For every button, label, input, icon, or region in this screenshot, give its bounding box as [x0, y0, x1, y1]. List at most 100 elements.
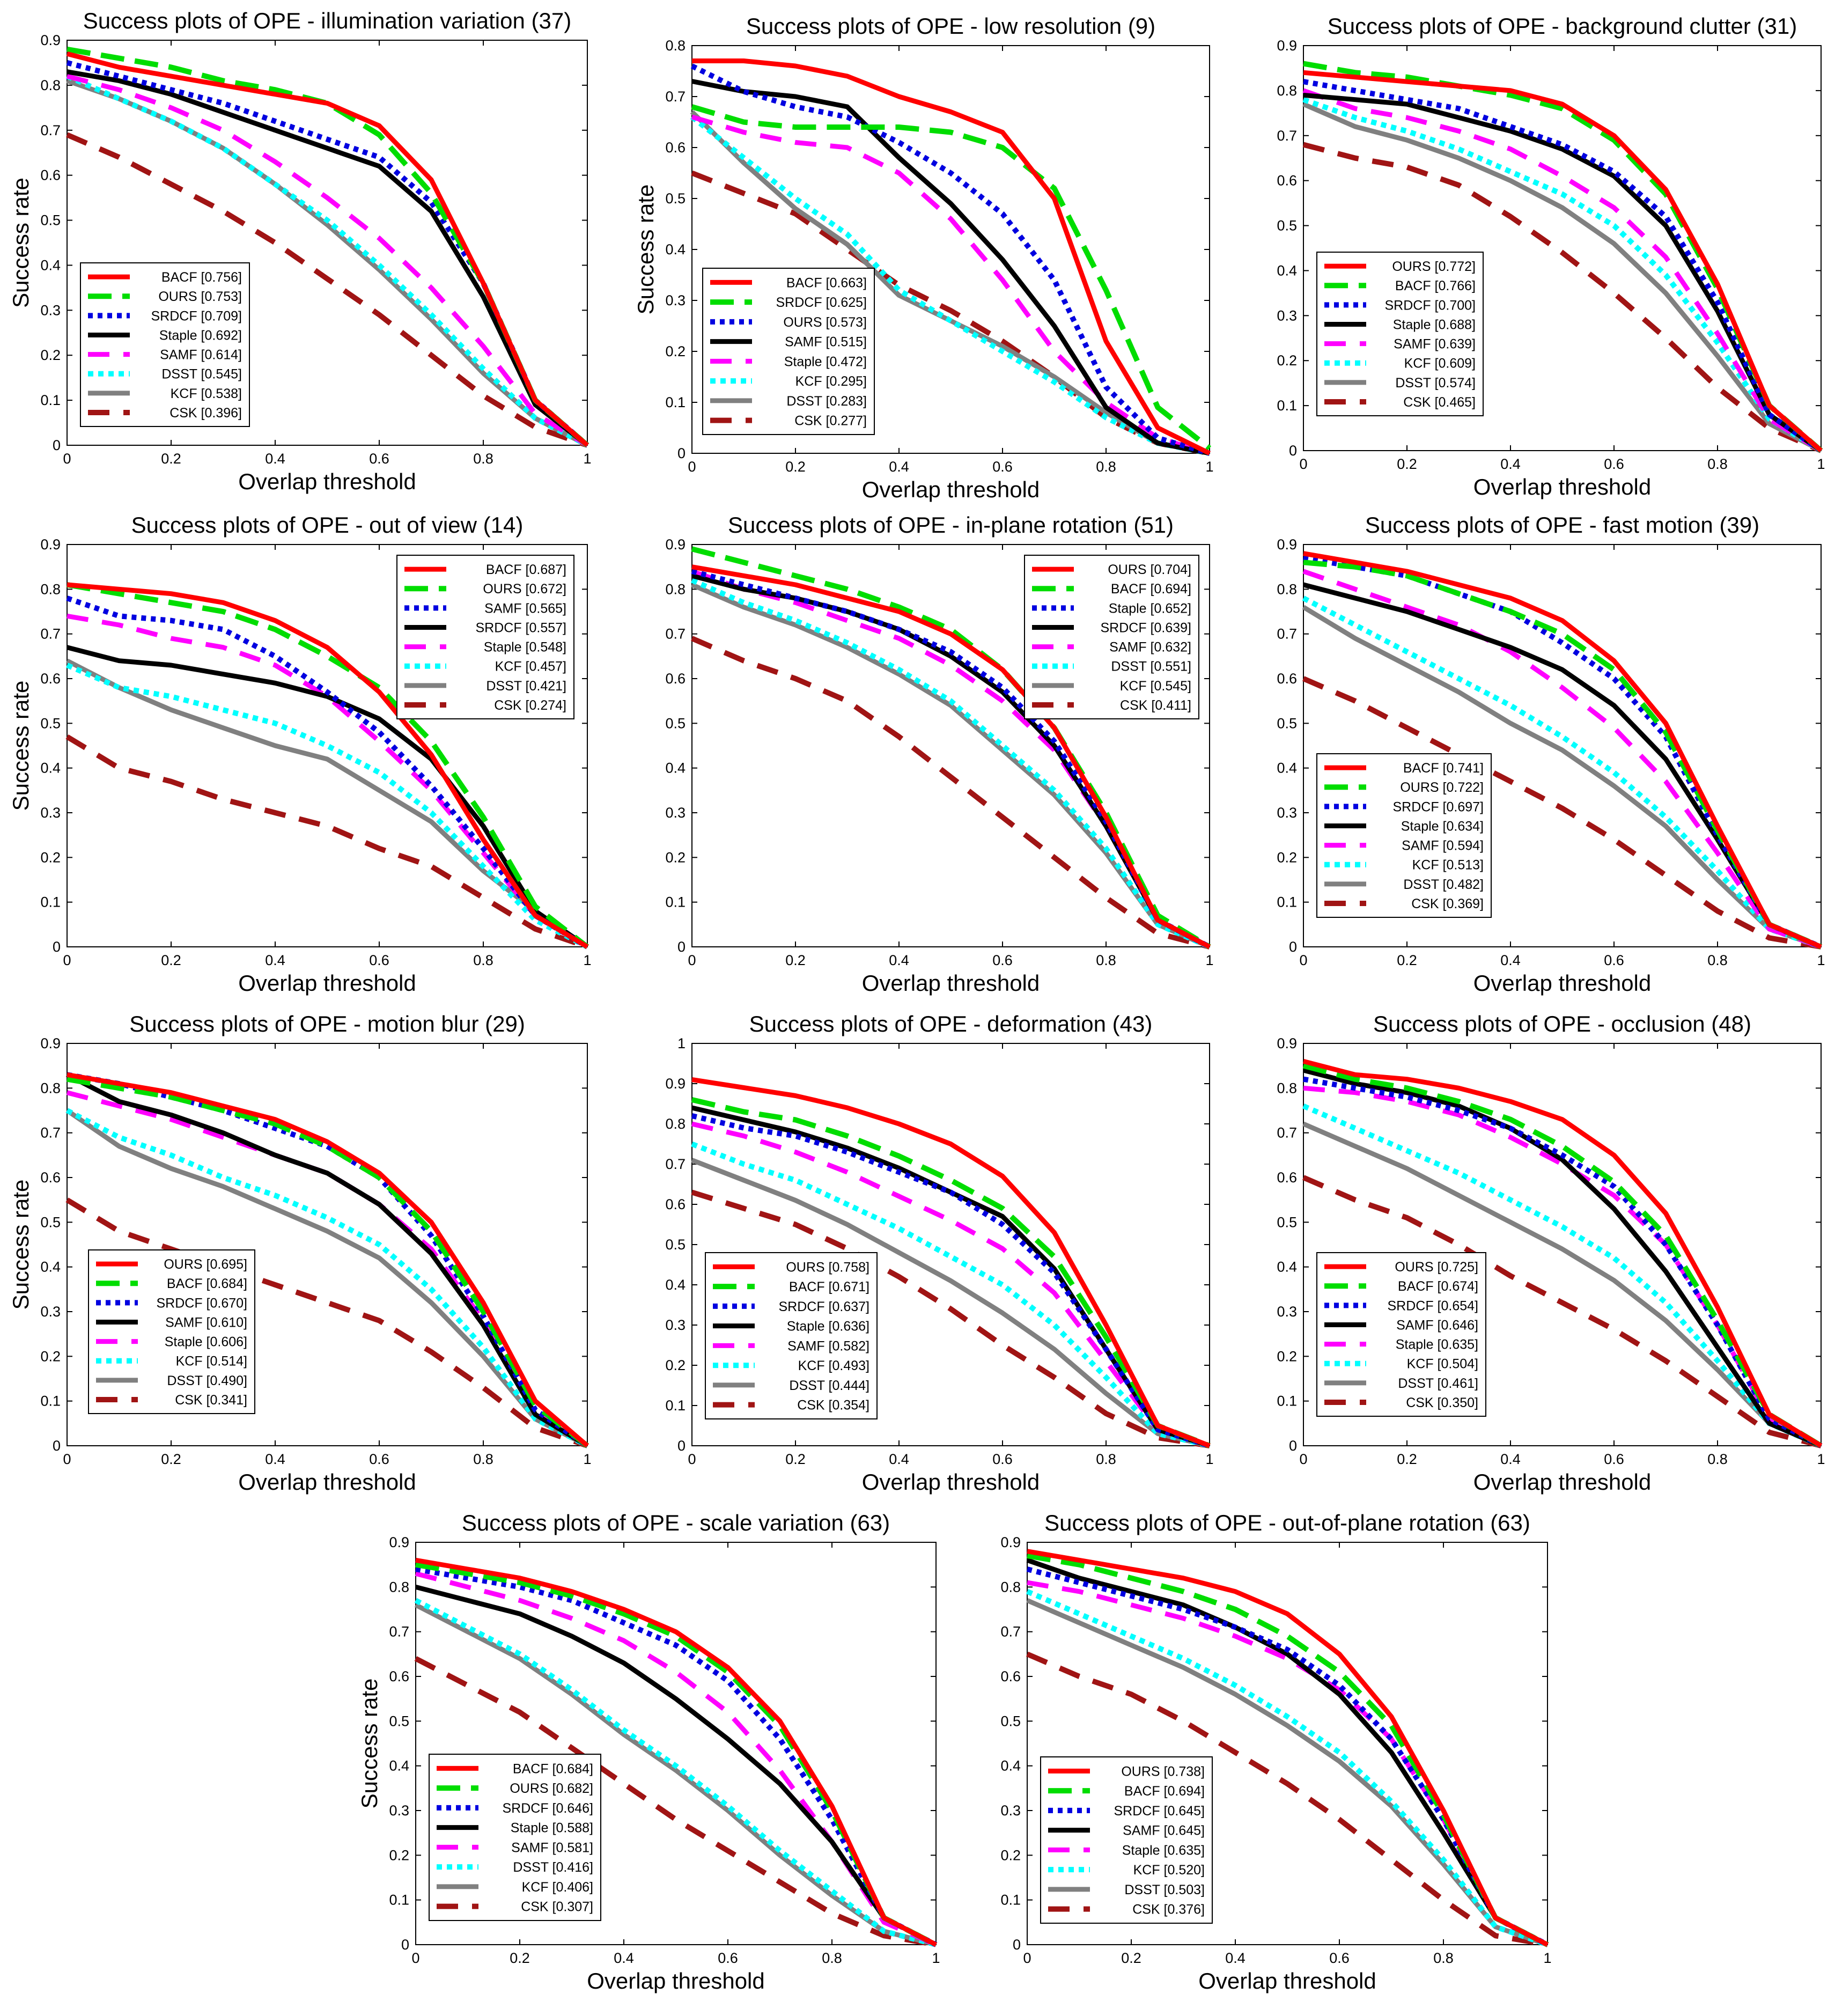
y-tick-label: 0.6 — [1277, 1169, 1297, 1186]
series-line-kcf — [691, 1158, 1211, 1448]
y-tick-label: 0 — [53, 437, 61, 453]
y-tick-label: 0.8 — [1277, 581, 1297, 597]
y-tick-label: 0.1 — [665, 894, 686, 910]
series-group — [1302, 61, 1823, 453]
legend-entry-label: SAMF [0.594] — [1402, 838, 1484, 854]
legend-entry-label: CSK [0.341] — [175, 1393, 247, 1408]
series-line-staple — [65, 1072, 589, 1448]
legend-entry-label: KCF [0.493] — [798, 1358, 869, 1373]
legend-box — [80, 262, 250, 427]
legend-entry-label: OURS [0.573] — [783, 315, 867, 330]
legend-entry-label: SRDCF [0.700] — [1384, 298, 1476, 313]
legend-entry-label: OURS [0.695] — [164, 1257, 247, 1272]
x-tick-label: 0.2 — [161, 952, 181, 968]
x-tick-label: 0.2 — [785, 1451, 806, 1467]
y-tick-label: 0.5 — [40, 212, 61, 229]
y-tick-label: 0.5 — [665, 715, 686, 731]
x-tick-label: 1 — [583, 1451, 591, 1467]
x-tick-label: 0.4 — [1500, 456, 1521, 472]
y-tick-label: 0.3 — [389, 1802, 409, 1819]
x-axis-label: Overlap threshold — [238, 970, 416, 996]
series-line-samf — [66, 1090, 589, 1448]
y-tick-label: 0.9 — [1277, 1035, 1297, 1051]
y-tick-label: 0.8 — [1277, 83, 1297, 99]
chart-title: Success plots of OPE - out-of-plane rota… — [1044, 1510, 1530, 1535]
y-tick-label: 0.2 — [1000, 1847, 1021, 1863]
x-tick-label: 0 — [688, 459, 696, 475]
y-tick-label: 0.3 — [665, 805, 686, 821]
legend-entry-label: BACF [0.684] — [513, 1761, 593, 1776]
legend-entry-label: DSST [0.490] — [167, 1373, 247, 1388]
x-tick-label: 0 — [411, 1950, 419, 1966]
x-tick-label: 0.4 — [1225, 1950, 1246, 1966]
x-tick-label: 0.4 — [889, 1451, 909, 1467]
legend-entry-label: SRDCF [0.697] — [1392, 799, 1484, 814]
chart-panel: Success plots of OPE - out of view (14) 0… — [8, 512, 592, 996]
series-line-kcf — [1302, 605, 1822, 950]
y-axis-label: Success rate — [8, 1180, 33, 1310]
x-tick-label: 0.8 — [1707, 1451, 1728, 1467]
legend: BACF [0.741] OURS [0.722] SRDCF [0.697] Sta… — [1316, 753, 1492, 918]
legend-entry-label: Staple [0.588] — [511, 1821, 593, 1836]
legend-entry-label: SAMF [0.646] — [1396, 1318, 1478, 1333]
series-line-bacf — [67, 582, 589, 949]
legend-entry-label: SRDCF [0.637] — [778, 1299, 869, 1314]
series-line-kcf — [65, 1108, 589, 1448]
legend-entry-label: BACF [0.766] — [1395, 278, 1476, 293]
legend-entry-label: DSST [0.461] — [1398, 1376, 1478, 1391]
series-line-samf — [1302, 88, 1823, 453]
series-line-srdcf — [1303, 1076, 1823, 1448]
x-tick-label: 0.8 — [1433, 1950, 1454, 1966]
series-line-samf — [67, 613, 589, 949]
series-group — [690, 58, 1212, 456]
legend-entry-label: KCF [0.504] — [1407, 1357, 1478, 1372]
series-line-staple — [415, 1584, 938, 1947]
chart-title: Success plots of OPE - illumination vari… — [83, 8, 571, 33]
legend-entry-label: KCF [0.513] — [1412, 858, 1484, 873]
y-tick-label: 0.7 — [40, 1125, 61, 1141]
y-tick-label: 1 — [677, 1035, 686, 1051]
y-tick-label: 0.5 — [1000, 1713, 1021, 1729]
legend-entry-label: KCF [0.609] — [1404, 356, 1476, 371]
series-line-bacf — [415, 1557, 938, 1947]
x-tick-label: 0.8 — [1096, 1451, 1116, 1467]
chart-title: Success plots of OPE - low resolution (9… — [746, 13, 1155, 39]
y-tick-label: 0.8 — [1277, 1080, 1297, 1096]
x-tick-label: 0.4 — [889, 459, 909, 475]
series-line-srdcf — [691, 1113, 1211, 1448]
series-line-csk — [65, 734, 588, 950]
y-tick-label: 0.5 — [1277, 218, 1297, 234]
legend: OURS [0.695] BACF [0.684] SRDCF [0.670] SAM… — [88, 1249, 255, 1414]
legend-entry-label: OURS [0.722] — [1400, 780, 1484, 795]
series-line-srdcf — [1303, 79, 1823, 453]
series-line-staple — [1026, 1558, 1549, 1947]
x-tick-label: 0.4 — [889, 952, 909, 968]
y-tick-label: 0.6 — [1277, 671, 1297, 687]
y-tick-label: 0 — [677, 445, 686, 461]
x-tick-label: 0.2 — [161, 1451, 181, 1467]
x-axis-label: Overlap threshold — [862, 477, 1040, 502]
legend-entry-label: SRDCF [0.625] — [776, 295, 867, 310]
y-tick-label: 0.8 — [665, 38, 686, 54]
legend: BACF [0.687] OURS [0.672] SAMF [0.565] SRDC… — [396, 555, 574, 719]
x-tick-label: 0.8 — [1096, 459, 1116, 475]
x-axis-label: Overlap threshold — [1473, 474, 1652, 499]
x-tick-label: 1 — [1817, 456, 1825, 472]
x-axis-label: Overlap threshold — [1198, 1968, 1376, 1993]
legend-entry-label: SRDCF [0.670] — [156, 1296, 247, 1311]
chart-panel: Success plots of OPE - scale variation (… — [357, 1510, 940, 1993]
x-axis-label: Overlap threshold — [1473, 1469, 1652, 1495]
chart-title: Success plots of OPE - motion blur (29) — [129, 1011, 525, 1036]
y-axis-label: Success rate — [8, 681, 33, 811]
legend-box — [1316, 1252, 1486, 1417]
y-tick-label: 0.2 — [40, 347, 61, 363]
x-tick-label: 0.8 — [1096, 952, 1116, 968]
y-tick-label: 0.7 — [389, 1624, 409, 1640]
y-tick-label: 0.1 — [1000, 1892, 1021, 1908]
legend: OURS [0.738] BACF [0.694] SRDCF [0.645] SAM… — [1040, 1756, 1213, 1924]
series-line-dsst — [1302, 1103, 1822, 1448]
chart-panel: Success plots of OPE - out-of-plane rota… — [1000, 1510, 1551, 1993]
y-tick-label: 0.4 — [1277, 1259, 1297, 1275]
series-line-samf — [691, 1121, 1211, 1448]
legend-entry-label: DSST [0.503] — [1124, 1882, 1205, 1897]
